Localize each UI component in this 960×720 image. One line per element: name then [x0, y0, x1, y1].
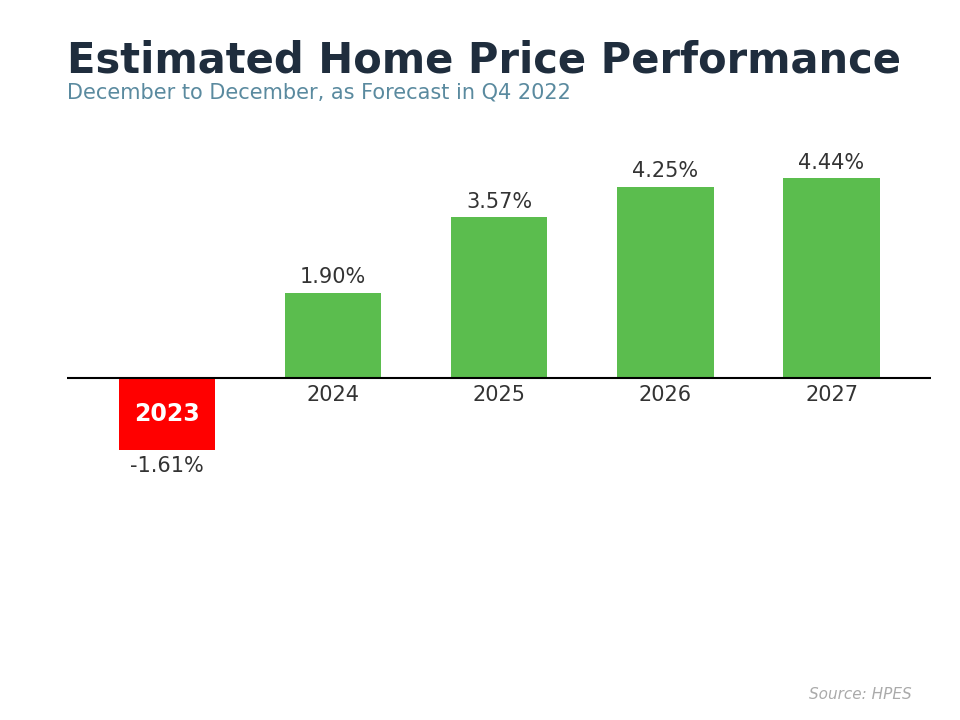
- Bar: [451, 217, 547, 378]
- Text: December to December, as Forecast in Q4 2022: December to December, as Forecast in Q4 …: [67, 83, 571, 103]
- Bar: [783, 178, 879, 378]
- Text: Source: HPES: Source: HPES: [809, 687, 912, 702]
- Bar: [119, 378, 215, 451]
- Text: 4.44%: 4.44%: [799, 153, 865, 173]
- Text: 3.57%: 3.57%: [467, 192, 532, 212]
- Bar: [617, 186, 713, 378]
- Text: 2023: 2023: [134, 402, 200, 426]
- Text: 2025: 2025: [472, 384, 526, 405]
- Text: -1.61%: -1.61%: [130, 456, 204, 476]
- Text: Estimated Home Price Performance: Estimated Home Price Performance: [67, 40, 901, 81]
- Text: 2024: 2024: [306, 384, 360, 405]
- Text: 4.25%: 4.25%: [633, 161, 699, 181]
- Text: 2026: 2026: [638, 384, 692, 405]
- Text: 2027: 2027: [805, 384, 858, 405]
- Text: 1.90%: 1.90%: [300, 267, 366, 287]
- Bar: [285, 292, 381, 378]
